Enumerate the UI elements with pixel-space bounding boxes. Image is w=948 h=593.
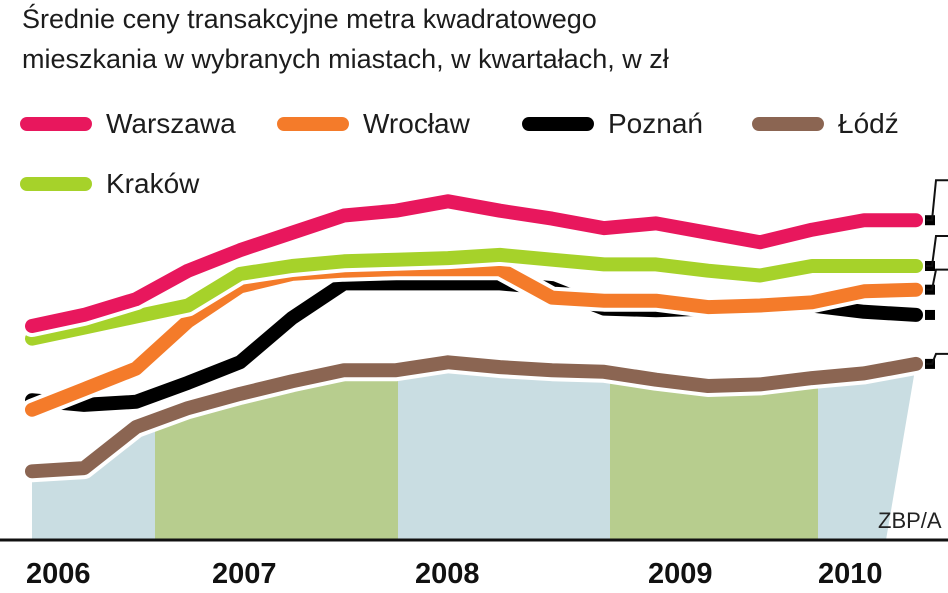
value-brackets: [926, 179, 948, 365]
source-credit: ZBP/A: [878, 508, 942, 533]
legend-swatch-warszawa: [20, 117, 92, 131]
year-label-2008: 2008: [415, 558, 480, 590]
legend-item-krakow: Kraków: [20, 164, 199, 204]
value-bracket-wroclaw: [926, 268, 948, 291]
series-line-warszawa: [25, 194, 923, 333]
legend-label-wroclaw: Wrocław: [363, 108, 470, 139]
year-label-2007: 2007: [212, 558, 277, 590]
legend-swatch-poznan: [522, 117, 594, 131]
chart-title-line-2: mieszkania w wybranych miastach, w kwart…: [22, 44, 669, 74]
year-label-2006: 2006: [26, 558, 91, 590]
legend-swatch-krakow: [20, 177, 92, 191]
series-end-marker-poznan: [923, 307, 937, 322]
legend-swatch-wroclaw: [277, 117, 349, 131]
plot-background: [0, 362, 948, 542]
value-bracket-lodz: [926, 352, 948, 365]
legend-label-lodz: Łódź: [838, 108, 899, 139]
legend-label-poznan: Poznań: [608, 108, 703, 139]
legend-item-wroclaw: Wrocław: [277, 104, 470, 144]
legend-item-poznan: Poznań: [522, 104, 703, 144]
series-line-krakow: [25, 247, 923, 346]
legend-label-krakow: Kraków: [106, 168, 200, 199]
legend-item-warszawa: Warszawa: [20, 104, 236, 144]
value-bracket-krakow: [926, 235, 948, 267]
year-label-2009: 2009: [648, 558, 713, 590]
chart-title-line-1: Średnie ceny transakcyjne metra kwadrato…: [22, 4, 597, 34]
series-line-wroclaw: [25, 262, 923, 417]
legend-label-warszawa: Warszawa: [106, 108, 236, 139]
series-line-lodz: [25, 355, 923, 479]
value-bracket-warszawa: [926, 179, 948, 222]
legend-item-lodz: Łódź: [752, 104, 899, 144]
year-label-2010: 2010: [818, 558, 883, 590]
legend-swatch-lodz: [752, 117, 824, 131]
